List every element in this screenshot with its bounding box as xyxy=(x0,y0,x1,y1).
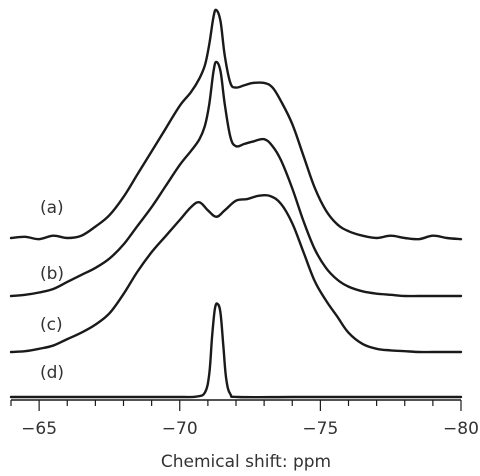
trace-label-a: (a) xyxy=(40,198,64,218)
spectra-traces xyxy=(9,8,463,399)
trace-label-d: (d) xyxy=(40,363,64,383)
x-tick-label: −70 xyxy=(162,419,198,439)
spectrum-trace-c xyxy=(9,193,463,354)
spectrum-trace-d xyxy=(9,302,463,399)
x-axis: −65 −70 −75 −80 Chemical shift: ppm xyxy=(10,399,479,472)
trace-label-c: (c) xyxy=(40,315,63,335)
x-tick-label: −65 xyxy=(21,419,57,439)
x-axis-title: Chemical shift: ppm xyxy=(161,452,331,472)
spectrum-trace-a xyxy=(9,8,463,241)
trace-label-b: (b) xyxy=(40,264,64,284)
spectrum-trace-b xyxy=(9,60,463,298)
x-axis-ticks xyxy=(10,400,462,411)
x-tick-label: −80 xyxy=(443,419,479,439)
trace-labels: (a) (b) (c) (d) xyxy=(40,198,64,383)
x-tick-label: −75 xyxy=(302,419,338,439)
x-axis-tick-labels: −65 −70 −75 −80 xyxy=(21,419,479,439)
